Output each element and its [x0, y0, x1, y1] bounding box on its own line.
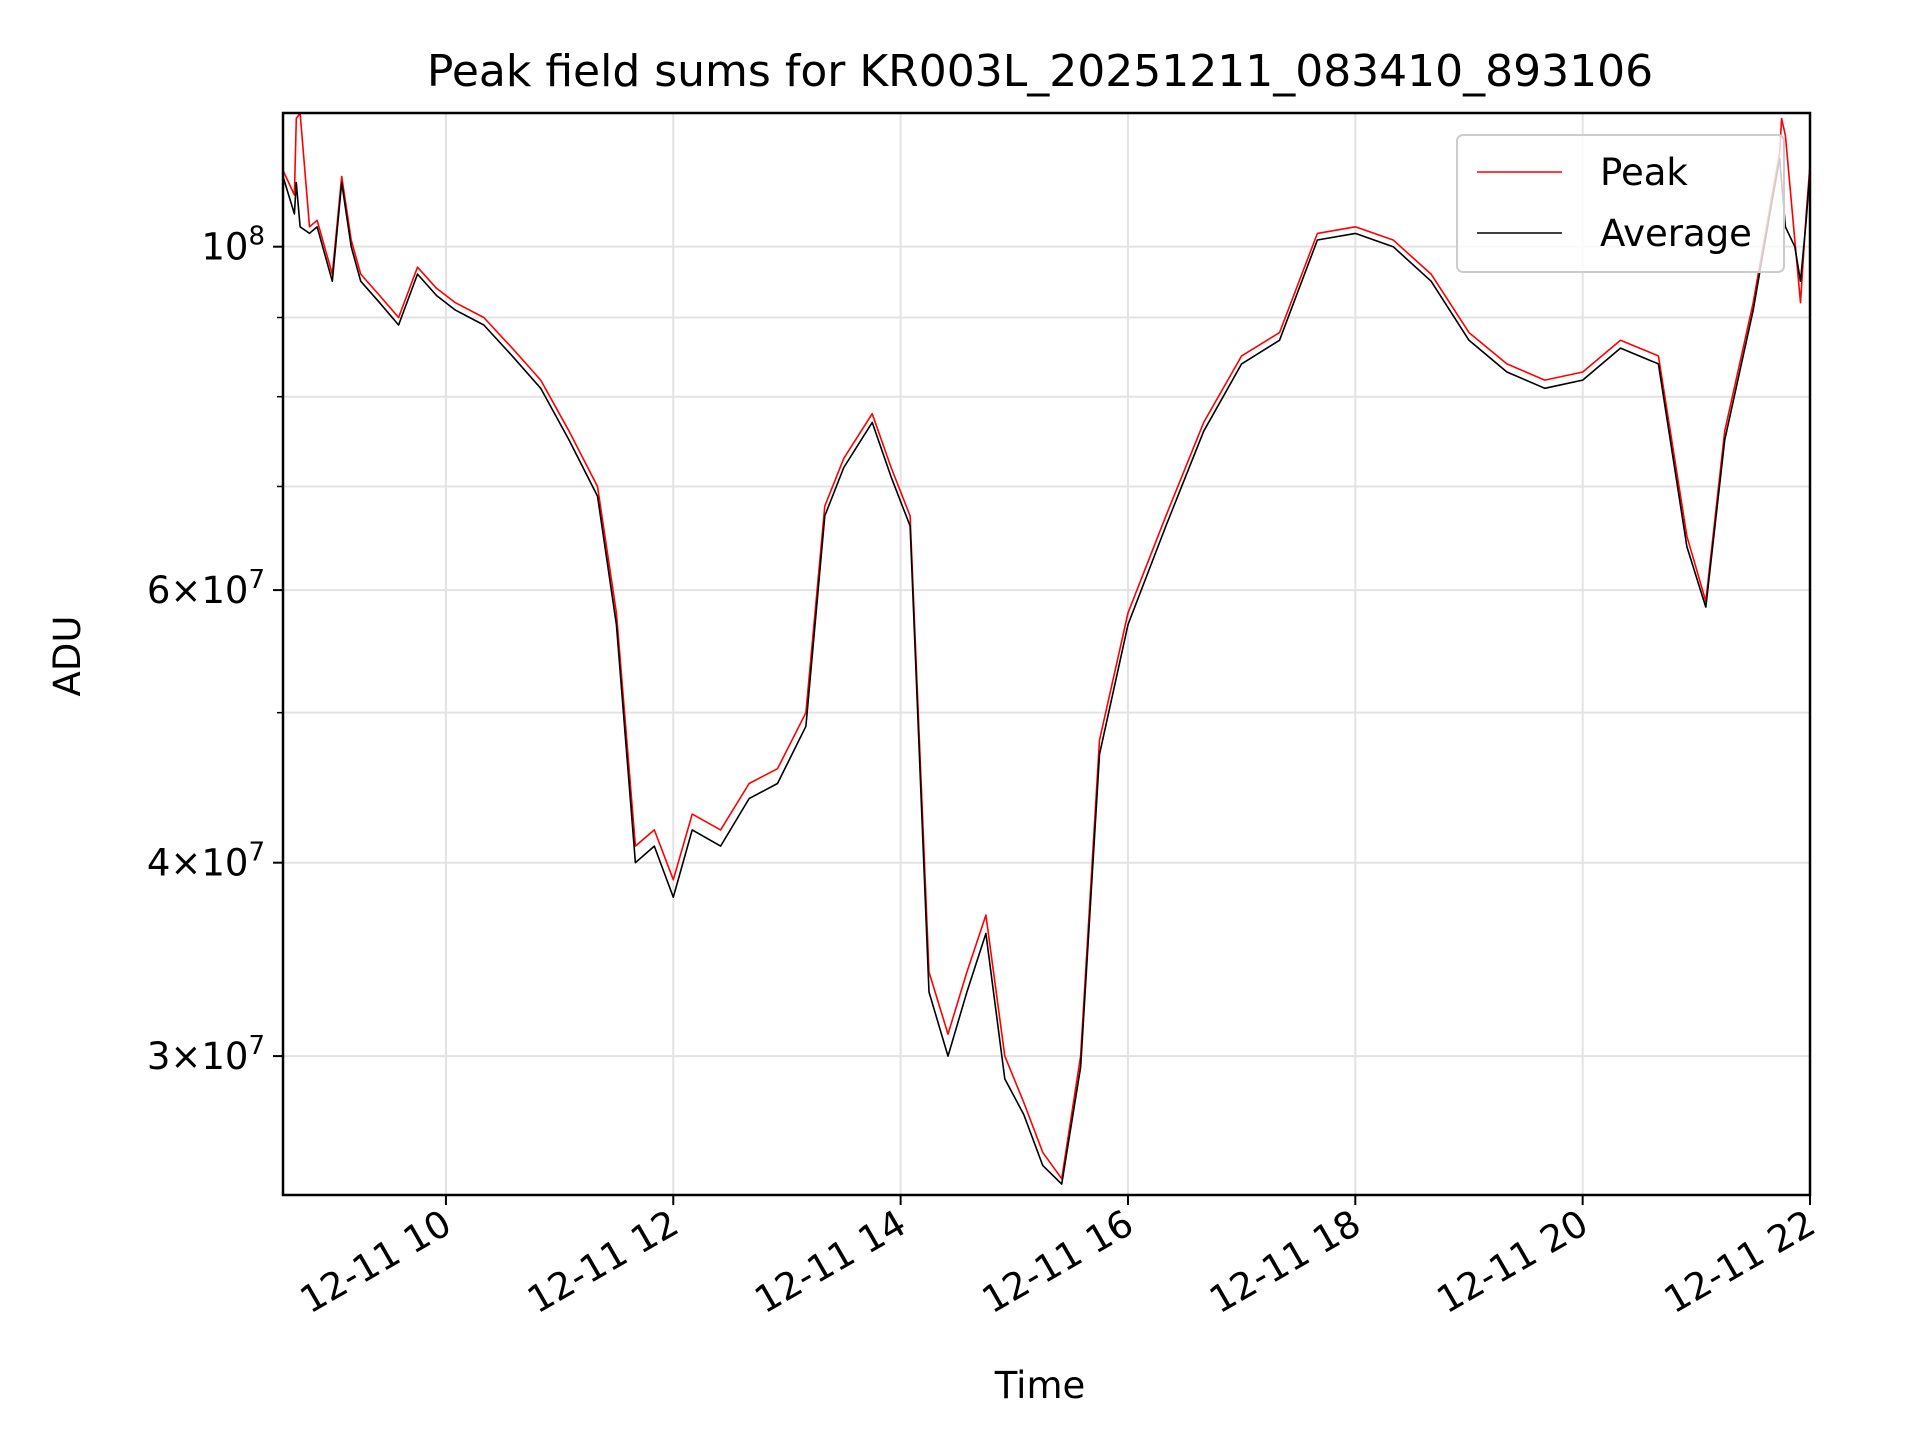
- legend-label-average: Average: [1600, 212, 1752, 255]
- x-axis-label: Time: [994, 1364, 1086, 1407]
- y-tick-label: 108: [201, 222, 265, 269]
- series-line-average: [283, 157, 1810, 1185]
- plot-frame: [281, 111, 1812, 1197]
- legend-label-peak: Peak: [1600, 151, 1688, 194]
- y-tick-label: 3×107: [147, 1031, 265, 1078]
- chart-title: Peak field sums for KR003L_20251211_0834…: [427, 46, 1653, 97]
- y-axis-label: ADU: [46, 616, 89, 697]
- y-tick-label: 4×107: [147, 838, 265, 885]
- series-line-peak: [283, 113, 1810, 1180]
- legend-box: [1456, 134, 1785, 273]
- legend: Peak Average: [1456, 134, 1785, 273]
- series-layer: [283, 113, 1810, 1185]
- y-tick-label: 6×107: [147, 565, 265, 612]
